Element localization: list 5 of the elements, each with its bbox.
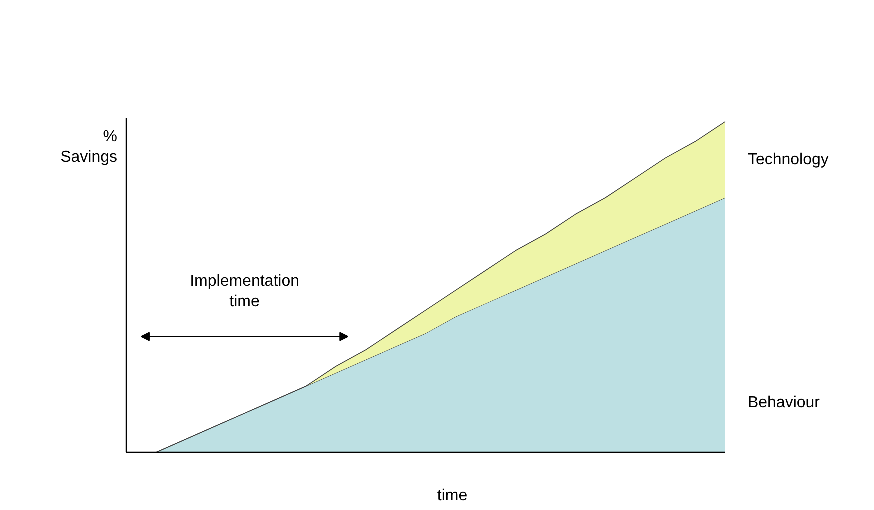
annotation: Implementation time xyxy=(190,272,300,310)
y-axis-title: % Savings xyxy=(60,128,118,166)
x-axis-title: time xyxy=(437,488,468,504)
series-label: Behaviour xyxy=(748,394,821,412)
series-label: Technology xyxy=(748,151,829,168)
